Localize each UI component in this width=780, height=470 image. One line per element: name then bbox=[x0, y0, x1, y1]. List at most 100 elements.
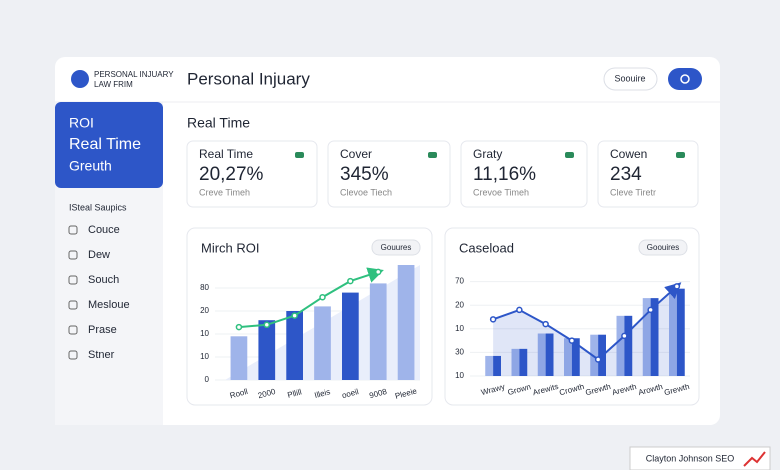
kpi-icon bbox=[295, 152, 304, 158]
active-nav-label: ROI bbox=[69, 115, 94, 131]
header-button[interactable] bbox=[603, 67, 658, 91]
point bbox=[263, 321, 271, 329]
point bbox=[374, 268, 382, 276]
chart-button[interactable] bbox=[371, 239, 421, 256]
point bbox=[673, 283, 681, 290]
logo bbox=[71, 70, 89, 88]
y-tick-label: 10 bbox=[455, 324, 464, 333]
y-tick-label: 80 bbox=[200, 283, 209, 292]
point bbox=[621, 332, 628, 340]
badge-text: Clayton Johnson SEO bbox=[646, 453, 735, 463]
kpi-value: 234 bbox=[610, 164, 642, 185]
point bbox=[516, 306, 523, 314]
point bbox=[291, 312, 298, 319]
kpi-caption: Cleve Tiretr bbox=[610, 187, 656, 197]
bar bbox=[624, 315, 633, 376]
nav-item: Prase bbox=[88, 324, 117, 336]
y-tick-label: 30 bbox=[455, 348, 464, 357]
bar bbox=[258, 320, 276, 380]
bar bbox=[669, 288, 677, 376]
chart-button[interactable] bbox=[638, 239, 688, 256]
point bbox=[647, 306, 654, 314]
point bbox=[542, 320, 549, 328]
bar bbox=[545, 333, 554, 376]
main-heading: Real Time bbox=[187, 115, 250, 131]
bar bbox=[650, 298, 659, 376]
brand-line: PERSONAL INJUARY bbox=[94, 70, 174, 79]
active-nav-label: Greuth bbox=[69, 158, 112, 174]
y-tick-label: 10 bbox=[200, 329, 209, 338]
point bbox=[347, 277, 354, 285]
nav-icon bbox=[68, 300, 78, 310]
bar bbox=[616, 315, 625, 376]
bar bbox=[314, 306, 331, 380]
bar bbox=[230, 336, 248, 380]
bar bbox=[564, 338, 572, 376]
kpi-caption: Crevoe Timeh bbox=[473, 187, 529, 197]
bar bbox=[571, 338, 580, 376]
nav-item: Stner bbox=[88, 349, 115, 361]
x-tick-label: Illeis bbox=[313, 387, 331, 400]
bar bbox=[511, 348, 520, 376]
bar bbox=[537, 333, 546, 376]
kpi-caption: Clevoe Tiech bbox=[340, 187, 392, 197]
y-tick-label: 10 bbox=[200, 352, 209, 361]
nav-icon bbox=[68, 275, 78, 285]
kpi-card bbox=[597, 140, 699, 208]
bar bbox=[590, 334, 599, 376]
area bbox=[493, 286, 677, 376]
chart-card bbox=[444, 227, 700, 406]
nav-icon bbox=[68, 325, 78, 335]
kpi-value: 11,16% bbox=[473, 164, 536, 185]
y-tick-label: 70 bbox=[455, 277, 464, 286]
point bbox=[568, 337, 576, 344]
kpi-label: Cowen bbox=[610, 147, 647, 161]
active-nav[interactable] bbox=[55, 102, 163, 188]
kpi-caption: Creve Timeh bbox=[199, 187, 250, 197]
kpi-card bbox=[327, 140, 451, 208]
y-tick-label: 10 bbox=[455, 371, 464, 380]
nav-icon bbox=[68, 225, 78, 235]
nav-item: Dew bbox=[88, 249, 110, 261]
line bbox=[492, 282, 682, 361]
nav-item: Couce bbox=[88, 224, 120, 236]
nav-item: Souch bbox=[88, 274, 119, 286]
icon-button[interactable] bbox=[668, 68, 702, 90]
sidebar-section: ISteal Saupics bbox=[69, 202, 127, 212]
chart-title: Caseload bbox=[459, 240, 514, 255]
bar bbox=[519, 348, 528, 376]
kpi-label: Cover bbox=[340, 147, 372, 161]
kpi-value: 345% bbox=[340, 164, 389, 185]
bar bbox=[342, 292, 359, 380]
badge-icon bbox=[743, 451, 766, 467]
brand-line: LAW FRIM bbox=[94, 80, 133, 89]
x-tick-label: Pllill bbox=[287, 387, 303, 399]
kpi-icon bbox=[676, 152, 685, 158]
point bbox=[594, 356, 602, 363]
kpi-value: 20,27% bbox=[199, 164, 264, 185]
bar bbox=[485, 355, 494, 376]
kpi-card bbox=[186, 140, 318, 208]
chart-button-label: Gouures bbox=[381, 243, 412, 252]
chart-title: Mirch ROI bbox=[201, 240, 260, 255]
bar bbox=[642, 298, 651, 376]
kpi-icon bbox=[428, 152, 437, 158]
nav-icon bbox=[68, 250, 78, 260]
kpi-icon bbox=[565, 152, 574, 158]
y-tick-label: 20 bbox=[200, 306, 209, 315]
chart-button-label: Goouires bbox=[647, 243, 679, 252]
bar bbox=[286, 311, 303, 380]
point bbox=[319, 293, 326, 301]
line bbox=[238, 267, 384, 329]
point bbox=[489, 316, 497, 323]
icon bbox=[680, 74, 690, 84]
active-nav-label: Real Time bbox=[69, 136, 141, 153]
header-button-label: Soouire bbox=[614, 73, 645, 83]
bar bbox=[676, 288, 685, 376]
y-tick-label: 20 bbox=[455, 300, 464, 309]
nav-item: Mesloue bbox=[88, 299, 130, 311]
y-tick-label: 0 bbox=[205, 375, 210, 384]
header-title: Personal Injuary bbox=[187, 69, 310, 88]
